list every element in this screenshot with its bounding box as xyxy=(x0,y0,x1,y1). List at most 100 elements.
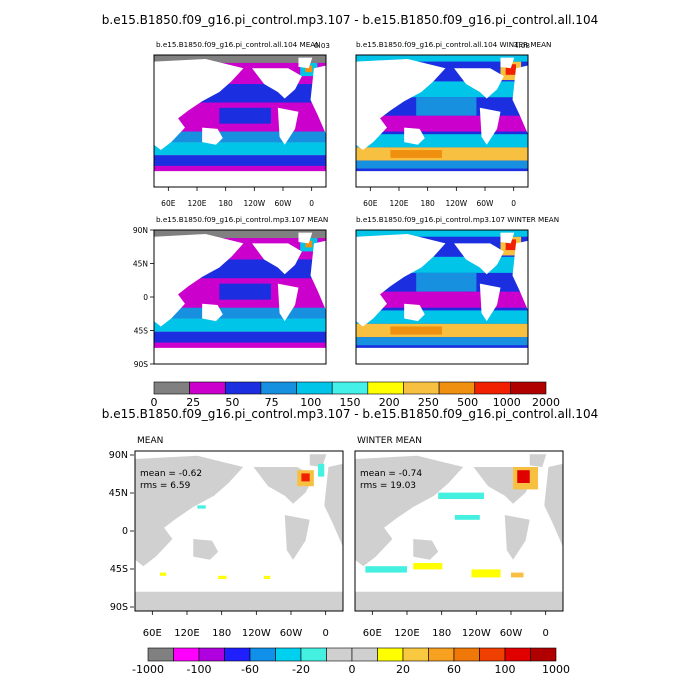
colorbar-label: 75 xyxy=(265,396,279,409)
panel1-frame xyxy=(153,54,327,188)
panel2-title: b.e15.B1850.f09_g16.pi_control.all.104 W… xyxy=(356,40,551,49)
x-tick-label: 60W xyxy=(280,628,303,639)
panel4-map xyxy=(356,230,528,364)
x-tick-label: 120W xyxy=(242,628,271,639)
colorbar-swatch xyxy=(326,647,353,662)
colorbar-swatch xyxy=(351,647,378,662)
colorbar-swatch xyxy=(224,381,262,395)
colorbar-label: 50 xyxy=(225,396,239,409)
colorbar-swatch xyxy=(438,381,476,395)
x-tick-label: 180 xyxy=(219,199,234,208)
y-tick-label: 0 xyxy=(122,526,128,537)
colorbar-label: -20 xyxy=(292,663,310,676)
colorbar-label: 1000 xyxy=(493,396,521,409)
colorbar-label: 0 xyxy=(349,663,356,676)
colorbar-swatch xyxy=(224,647,251,662)
x-tick-label: 120E xyxy=(394,628,419,639)
x-tick-label: 60E xyxy=(363,628,382,639)
colorbar-label: 150 xyxy=(340,396,361,409)
map-panel-2: b.e15.B1850.f09_g16.pi_control.all.104 W… xyxy=(355,40,551,188)
diff-panel-2: WINTER MEAN mean = -0.74 rms = 19.03 xyxy=(354,436,564,612)
x-tick-label: 0 xyxy=(542,628,548,639)
colorbar-swatch xyxy=(510,381,547,395)
colorbar-swatch xyxy=(402,647,429,662)
diff2-stat-rms: rms = 19.03 xyxy=(360,481,416,491)
colorbar-label: 500 xyxy=(457,396,478,409)
x-tick-label: 60W xyxy=(275,199,293,208)
figure1-y-tick-labels: 90N 45N 0 45S 90S xyxy=(133,226,154,369)
figure1-title: b.e15.B1850.f09_g16.pi_control.mp3.107 -… xyxy=(102,13,598,27)
map-panel-3: b.e15.B1850.f09_g16.pi_control.mp3.107 M… xyxy=(153,215,328,365)
x-tick-label: 60E xyxy=(143,628,162,639)
x-tick-label: 120E xyxy=(187,199,206,208)
colorbar-label: -1000 xyxy=(132,663,164,676)
panel2-map xyxy=(356,55,528,187)
colorbar-swatch xyxy=(296,381,333,395)
colorbar-1: 0 25 50 75 100 150 200 250 500 1000 2000 xyxy=(151,381,560,409)
colorbar-swatch xyxy=(377,647,404,662)
colorbar-label: 0 xyxy=(151,396,158,409)
colorbar-label: 2000 xyxy=(532,396,560,409)
colorbar-swatch xyxy=(504,647,531,662)
diff2-stat-mean: mean = -0.74 xyxy=(360,469,422,479)
panel1-map xyxy=(154,55,326,187)
map-panel-1: b.e15.B1850.f09_g16.pi_control.all.104 M… xyxy=(153,40,330,188)
y-tick-label: 90S xyxy=(110,602,128,613)
y-tick-label: 45N xyxy=(133,260,148,269)
diff1-stat-rms: rms = 6.59 xyxy=(140,481,191,491)
colorbar-swatch xyxy=(453,647,480,662)
x-tick-label: 180 xyxy=(421,199,436,208)
colorbar-swatch xyxy=(173,647,200,662)
colorbar-2: -1000 -100 -60 -20 0 20 60 100 1000 xyxy=(132,647,570,676)
colorbar-label: 200 xyxy=(379,396,400,409)
x-tick-label: 60W xyxy=(477,199,495,208)
diff2-frame xyxy=(354,450,564,612)
colorbar-swatch xyxy=(153,381,190,395)
colorbar-label: -60 xyxy=(241,663,259,676)
colorbar-swatch xyxy=(530,647,557,662)
panel2-corner-value: 4.08 xyxy=(514,41,530,50)
figure1: b.e15.B1850.f09_g16.pi_control.mp3.107 -… xyxy=(102,13,598,409)
x-tick-label: 60W xyxy=(500,628,523,639)
diff1-frame xyxy=(134,450,344,612)
colorbar-swatch xyxy=(189,381,226,395)
y-tick-label: 0 xyxy=(143,293,148,302)
x-tick-label: 120E xyxy=(174,628,199,639)
colorbar-swatch xyxy=(260,381,297,395)
panel1-title: b.e15.B1850.f09_g16.pi_control.all.104 M… xyxy=(156,40,321,49)
panel4-frame xyxy=(355,229,529,365)
colorbar-label: 1000 xyxy=(542,663,570,676)
colorbar-swatch xyxy=(479,647,506,662)
colorbar-swatch xyxy=(428,647,455,662)
y-tick-label: 90S xyxy=(134,360,149,369)
colorbar-swatch xyxy=(249,647,276,662)
colorbar-label: 100 xyxy=(495,663,516,676)
diff1-title: MEAN xyxy=(137,436,163,446)
figure2-x-tick-labels: 60E 120E 180 120W 60W 0 60E 120E 180 120W 60W 0 xyxy=(143,611,549,639)
colorbar-label: 100 xyxy=(300,396,321,409)
y-tick-label: 90N xyxy=(133,226,148,235)
x-tick-label: 180 xyxy=(212,628,231,639)
colorbar-swatch xyxy=(198,647,225,662)
x-tick-label: 0 xyxy=(322,628,328,639)
colorbar-swatch xyxy=(474,381,511,395)
colorbar-swatch xyxy=(147,647,174,662)
diff1-map xyxy=(135,451,343,611)
y-tick-label: 45S xyxy=(110,564,128,575)
panel3-map xyxy=(154,230,326,364)
x-tick-label: 0 xyxy=(309,199,314,208)
colorbar-label: 250 xyxy=(418,396,439,409)
y-tick-label: 45S xyxy=(134,327,149,336)
figure2-title: b.e15.B1850.f09_g16.pi_control.mp3.107 -… xyxy=(102,407,598,421)
diff1-stat-mean: mean = -0.62 xyxy=(140,469,202,479)
colorbar-swatch xyxy=(300,647,327,662)
colorbar-swatch xyxy=(403,381,440,395)
x-tick-label: 120W xyxy=(243,199,265,208)
x-tick-label: 120E xyxy=(389,199,408,208)
x-tick-label: 60E xyxy=(363,199,378,208)
y-tick-label: 45N xyxy=(109,488,128,499)
figure2-y-tick-labels: 90N 45N 0 45S 90S xyxy=(109,450,134,613)
x-tick-label: 120W xyxy=(462,628,491,639)
colorbar-swatch xyxy=(275,647,302,662)
y-tick-label: 90N xyxy=(109,450,128,461)
